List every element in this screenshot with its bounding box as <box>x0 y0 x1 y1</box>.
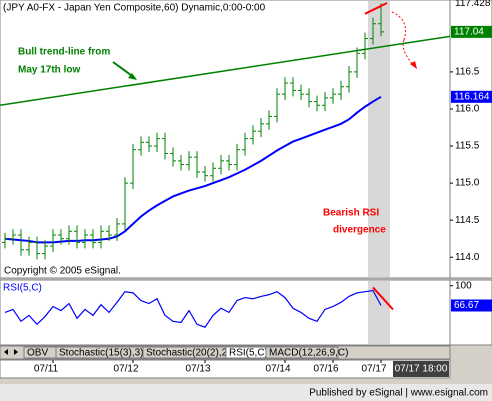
footer-bar <box>0 384 492 401</box>
tab-label: Stochastic(20(2),2) <box>146 348 230 359</box>
date-axis <box>0 359 451 379</box>
high-label: 117.428 <box>455 0 491 9</box>
rsi-value-label: 66.67 <box>454 300 479 311</box>
tab[interactable] <box>265 346 339 359</box>
ma-value-label: 116.164 <box>454 91 490 102</box>
cursor-label: 07/17 18:00 <box>395 364 448 375</box>
y-tick-label: 114.0 <box>455 252 480 263</box>
divergence-line <box>364 2 388 15</box>
cursor-box <box>393 361 449 377</box>
y-tick-label: 116.5 <box>455 67 480 78</box>
trendline-label: Bull trend-line from <box>18 47 110 58</box>
x-tick-label: 07/17 <box>361 364 386 375</box>
y-tick-label: 115.0 <box>455 178 480 189</box>
tab-label: Stochastic(15(3),3) <box>59 348 143 359</box>
highlight-band <box>368 281 390 344</box>
x-tick-label: 07/13 <box>185 364 210 375</box>
annotation-label: Bearish RSI <box>323 208 379 219</box>
x-tick-label: 07/11 <box>34 364 59 375</box>
x-tick-label: 07/12 <box>113 364 138 375</box>
last-price-box <box>451 25 492 38</box>
scroll-right[interactable] <box>14 349 18 355</box>
arrow-head <box>128 73 137 80</box>
annotation-label: divergence <box>333 225 386 236</box>
y-tick-label: 116.0 <box>455 104 480 115</box>
tab-label: MACD(12,26,9,C) <box>269 348 348 359</box>
x-tick-label: 07/16 <box>313 364 338 375</box>
rsi-axis <box>449 279 492 346</box>
copyright: Copyright © 2005 eSignal. <box>4 266 121 277</box>
last-price-label: 117.04 <box>454 27 484 38</box>
tab-label: OBV <box>27 348 48 359</box>
trend-line <box>0 35 451 107</box>
rsi-line <box>4 289 382 328</box>
footer: Published by eSignal | www.esignal.com <box>309 388 488 399</box>
tab-label: RSI(5,C) <box>229 348 268 359</box>
scroll-left[interactable] <box>4 349 8 355</box>
y-tick-label: 115.5 <box>455 141 480 152</box>
ma-value-box <box>451 90 492 103</box>
y-tick-label: 114.5 <box>455 215 480 226</box>
x-tick-label: 07/14 <box>265 364 290 375</box>
moving-average <box>4 95 382 244</box>
divergence-line <box>372 286 394 311</box>
price-axis <box>449 0 492 279</box>
highlight-band <box>368 1 390 277</box>
arrow-head <box>410 61 417 69</box>
chart-title: (JPY A0-FX - Japan Yen Composite,60) Dyn… <box>3 3 266 14</box>
trendline-label: May 17th low <box>18 65 80 76</box>
rsi-name: RSI(5,C) <box>3 283 42 294</box>
rsi-tick-label: 100 <box>455 280 472 291</box>
rsi-value-box <box>451 299 492 312</box>
